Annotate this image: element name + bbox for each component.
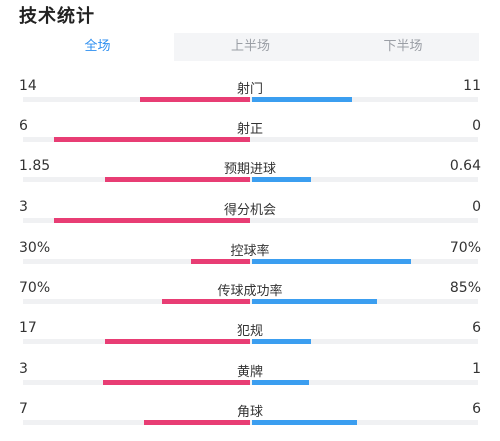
- stat-label: 射门: [236, 82, 263, 97]
- away-bar: [252, 97, 352, 102]
- stat-label: 射正: [236, 122, 263, 137]
- stat-row: 30% 控球率 70%: [0, 240, 500, 280]
- home-value: 1.85: [19, 158, 51, 174]
- home-value: 6: [19, 118, 28, 134]
- stat-track: [23, 97, 478, 102]
- away-value: 0: [472, 199, 481, 215]
- home-value: 7: [19, 401, 28, 417]
- stat-label: 犯规: [236, 324, 263, 339]
- away-value: 85%: [449, 280, 481, 296]
- away-value: 0.64: [449, 158, 481, 174]
- tab-second-half[interactable]: 下半场: [383, 39, 423, 54]
- stat-row: 70% 传球成功率 85%: [0, 280, 500, 320]
- period-tabs: 全场 上半场 下半场: [21, 33, 479, 61]
- stat-row: 6 射正 0: [0, 118, 500, 158]
- home-bar: [105, 177, 250, 182]
- home-bar: [105, 339, 250, 344]
- home-bar: [162, 299, 250, 304]
- stat-track: [23, 137, 478, 142]
- stat-row: 3 得分机会 0: [0, 199, 500, 239]
- home-value: 3: [19, 199, 28, 215]
- away-bar: [252, 299, 377, 304]
- away-bar: [252, 177, 311, 182]
- stat-track: [23, 218, 478, 223]
- home-value: 17: [19, 320, 37, 336]
- stat-track: [23, 299, 478, 304]
- stat-row: 7 角球 6: [0, 401, 500, 441]
- home-bar: [54, 137, 250, 142]
- away-bar: [252, 339, 311, 344]
- stat-track: [23, 259, 478, 264]
- home-value: 30%: [19, 240, 51, 256]
- away-bar: [252, 420, 357, 425]
- away-value: 0: [472, 118, 481, 134]
- stat-row: 1.85 预期进球 0.64: [0, 158, 500, 198]
- stat-label: 角球: [236, 405, 263, 420]
- stat-label: 得分机会: [223, 203, 276, 218]
- stat-label: 控球率: [230, 244, 270, 259]
- stat-label: 预期进球: [223, 162, 276, 177]
- home-value: 3: [19, 361, 28, 377]
- home-value: 14: [19, 78, 37, 94]
- away-value: 11: [463, 78, 481, 94]
- stat-row: 3 黄牌 1: [0, 361, 500, 401]
- stat-row: 17 犯规 6: [0, 320, 500, 360]
- home-bar: [54, 218, 250, 223]
- away-bar: [252, 259, 411, 264]
- stat-track: [23, 177, 478, 182]
- page-title: 技术统计: [19, 6, 95, 27]
- home-bar: [103, 380, 250, 385]
- stat-track: [23, 339, 478, 344]
- stat-label: 黄牌: [236, 365, 263, 380]
- away-value: 6: [472, 320, 481, 336]
- away-value: 1: [472, 361, 481, 377]
- home-bar: [140, 97, 250, 102]
- tab-first-half[interactable]: 上半场: [230, 39, 270, 54]
- stat-track: [23, 420, 478, 425]
- tab-full-match[interactable]: 全场: [21, 33, 174, 61]
- stat-row: 14 射门 11: [0, 78, 500, 118]
- home-bar: [191, 259, 250, 264]
- away-bar: [252, 380, 309, 385]
- stat-label: 传球成功率: [217, 284, 283, 299]
- away-value: 6: [472, 401, 481, 417]
- home-value: 70%: [19, 280, 51, 296]
- away-value: 70%: [449, 240, 481, 256]
- home-bar: [144, 420, 250, 425]
- stat-track: [23, 380, 478, 385]
